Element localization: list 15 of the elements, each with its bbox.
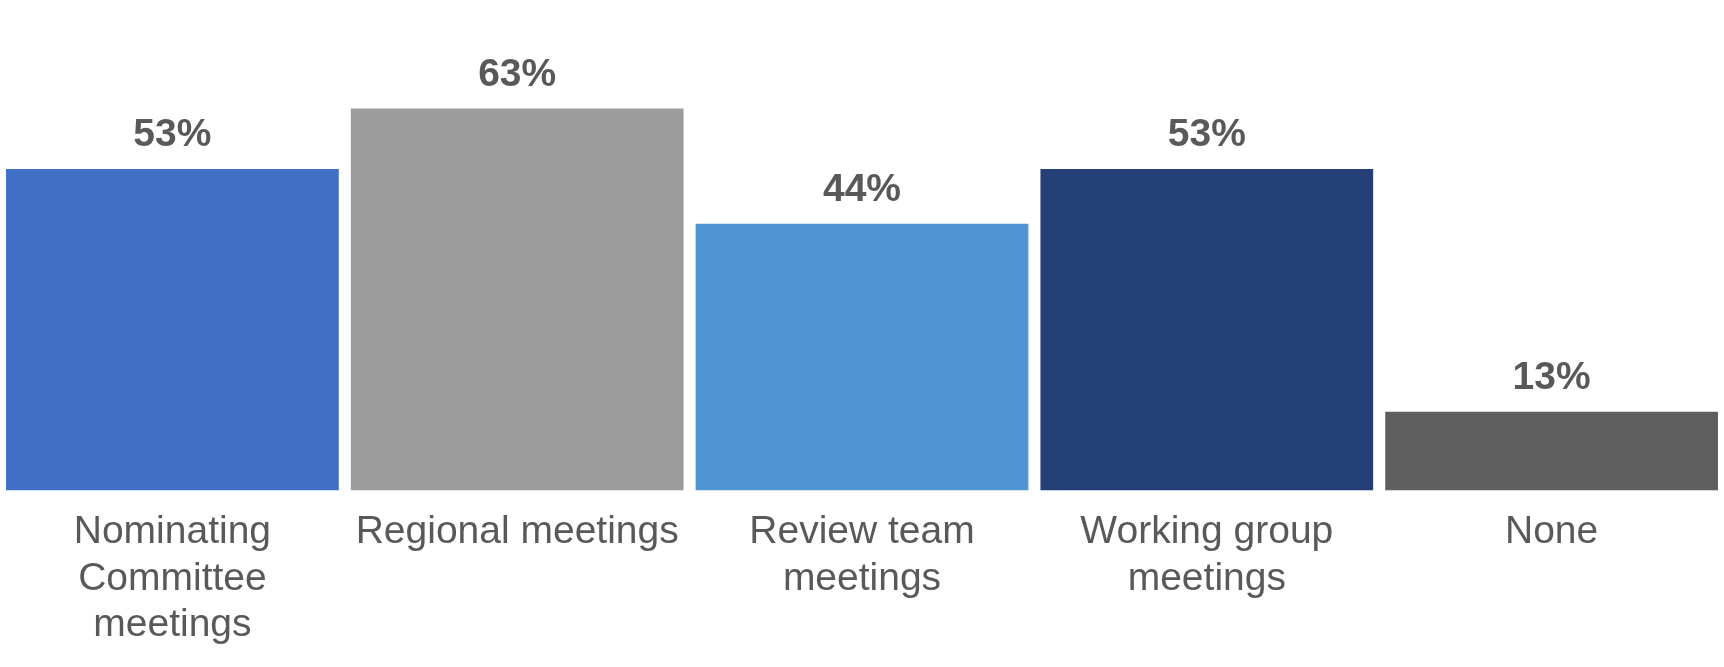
data-label: 53% bbox=[133, 111, 212, 155]
bar bbox=[1385, 411, 1718, 491]
bar bbox=[1040, 169, 1374, 491]
bar bbox=[695, 223, 1029, 491]
x-tick-label: None bbox=[1504, 507, 1599, 551]
data-label: 44% bbox=[822, 165, 902, 209]
data-label: 13% bbox=[1512, 354, 1591, 397]
bar bbox=[6, 169, 339, 491]
x-tick-label: Regional meetings bbox=[355, 507, 679, 551]
bar bbox=[350, 108, 684, 491]
x-tick-label: Nominating Committee meetings bbox=[73, 507, 272, 645]
data-label: 53% bbox=[1167, 111, 1246, 155]
data-label: 63% bbox=[478, 50, 557, 94]
x-tick-label: Review team meetings bbox=[749, 507, 975, 598]
x-tick-label: Working group meetings bbox=[1080, 507, 1334, 598]
